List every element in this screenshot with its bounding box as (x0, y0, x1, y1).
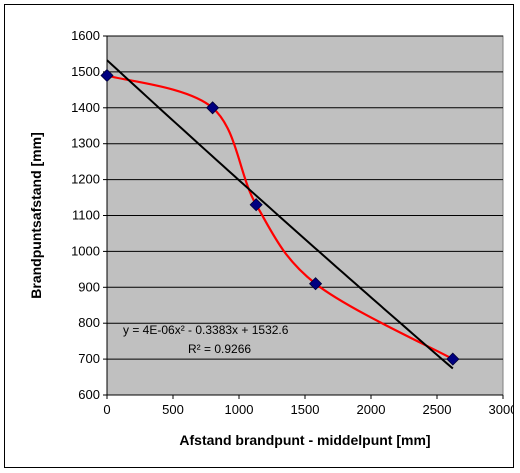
data-point-marker (446, 352, 460, 366)
y-tick-label: 700 (78, 351, 100, 366)
y-tick-label: 1000 (71, 243, 100, 258)
y-tick-label: 1500 (71, 64, 100, 79)
x-tick-label: 2000 (357, 402, 386, 417)
y-axis-title: Brandpuntsafstand [mm] (28, 132, 44, 298)
x-tick-label: 500 (162, 402, 184, 417)
marker-layer (100, 68, 460, 366)
chart-frame: 600 700 800 900 1000 1100 1200 1300 1400 1500 1600… (4, 4, 514, 468)
x-tick-label: 0 (103, 402, 110, 417)
x-tick-label: 1500 (291, 402, 320, 417)
y-tick-label: 800 (78, 315, 100, 330)
data-point-marker (308, 277, 323, 291)
y-tick-label: 1400 (71, 100, 100, 115)
trendline-equation: y = 4E-06x² - 0.3383x + 1532.6 (123, 323, 289, 337)
trendline (106, 59, 454, 370)
y-tick-label: 900 (78, 279, 100, 294)
x-tick-label: 3000 (489, 402, 513, 417)
data-point-marker (206, 101, 220, 115)
trendline-layer (106, 59, 454, 370)
x-tick-label: 2500 (423, 402, 452, 417)
data-point-marker (249, 198, 263, 212)
axis-ticks: 600 700 800 900 1000 1100 1200 1300 1400 1500 1600… (71, 28, 513, 417)
x-axis-title: Afstand brandpunt - middelpunt [mm] (179, 432, 430, 448)
chart: 600 700 800 900 1000 1100 1200 1300 1400 1500 1600… (28, 28, 513, 448)
y-tick-label: 1100 (72, 208, 100, 223)
grid-lines (107, 35, 503, 360)
y-tick-label: 1600 (71, 28, 100, 43)
r-squared-label: R² = 0.9266 (188, 342, 251, 356)
y-tick-label: 600 (78, 387, 100, 402)
y-tick-label: 1200 (71, 172, 100, 187)
x-tick-label: 1000 (225, 402, 254, 417)
data-point-marker (100, 68, 114, 83)
y-tick-label: 1300 (71, 136, 100, 151)
